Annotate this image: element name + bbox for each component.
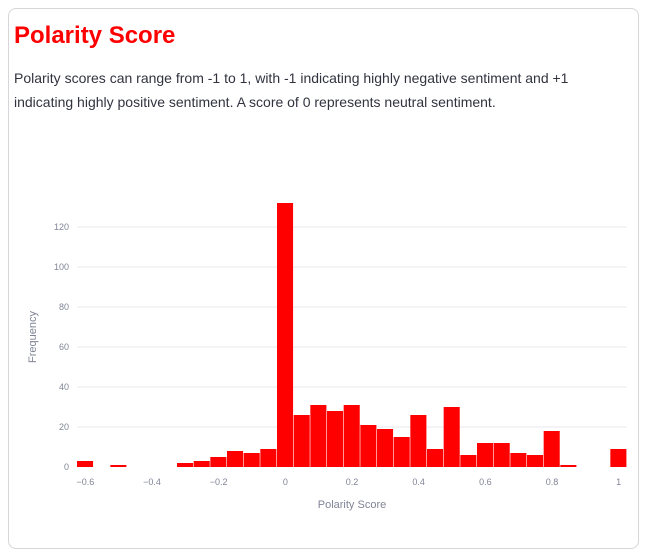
histogram-bar[interactable] bbox=[543, 431, 560, 467]
y-tick-label: 80 bbox=[59, 302, 69, 312]
histogram-bar[interactable] bbox=[260, 449, 277, 467]
x-tick-label: 0.6 bbox=[479, 477, 492, 487]
histogram-bar[interactable] bbox=[410, 415, 427, 467]
histogram-bar[interactable] bbox=[293, 415, 310, 467]
y-tick-labels: 0 20 40 60 80 100 120 bbox=[54, 222, 69, 472]
x-axis-title: Polarity Score bbox=[318, 499, 386, 511]
histogram-bar[interactable] bbox=[493, 443, 510, 467]
histogram-bar[interactable] bbox=[227, 451, 244, 467]
x-tick-label: 0.2 bbox=[346, 477, 359, 487]
histogram-bar[interactable] bbox=[610, 449, 627, 467]
histogram-bar[interactable] bbox=[377, 429, 394, 467]
histogram-bar[interactable] bbox=[210, 457, 227, 467]
description-text: Polarity scores can range from -1 to 1, … bbox=[14, 70, 569, 110]
histogram-bar[interactable] bbox=[277, 203, 294, 467]
histogram-bar[interactable] bbox=[327, 411, 344, 467]
x-tick-label: 0.8 bbox=[546, 477, 559, 487]
grid-lines bbox=[77, 226, 627, 428]
x-tick-label: 0.4 bbox=[412, 477, 425, 487]
histogram-bar[interactable] bbox=[427, 449, 444, 467]
histogram-bar[interactable] bbox=[343, 405, 360, 467]
y-tick-label: 20 bbox=[59, 422, 69, 432]
x-tick-label: −0.6 bbox=[76, 477, 94, 487]
histogram-bar[interactable] bbox=[527, 455, 544, 467]
x-tick-label: −0.2 bbox=[210, 477, 228, 487]
y-tick-label: 120 bbox=[54, 222, 69, 232]
histogram-bar[interactable] bbox=[360, 425, 377, 467]
x-tick-label: 1 bbox=[616, 477, 621, 487]
histogram-bar[interactable] bbox=[77, 461, 94, 467]
histogram-bar[interactable] bbox=[560, 465, 577, 467]
histogram-bar[interactable] bbox=[177, 463, 194, 467]
bars bbox=[77, 203, 627, 467]
histogram-bar[interactable] bbox=[110, 465, 127, 467]
x-tick-labels: −0.6 −0.4 −0.2 0 0.2 0.4 0.6 0.8 1 bbox=[76, 477, 621, 487]
y-tick-label: 60 bbox=[59, 342, 69, 352]
histogram-bar[interactable] bbox=[460, 455, 477, 467]
histogram-bar[interactable] bbox=[393, 437, 410, 467]
y-tick-label: 0 bbox=[64, 462, 69, 472]
page-title: Polarity Score bbox=[14, 22, 176, 49]
histogram-bar[interactable] bbox=[243, 453, 260, 467]
histogram-bar[interactable] bbox=[310, 405, 327, 467]
histogram-bar[interactable] bbox=[477, 443, 494, 467]
histogram-bar[interactable] bbox=[193, 461, 210, 467]
y-tick-label: 100 bbox=[54, 262, 69, 272]
y-axis-title: Frequency bbox=[27, 311, 39, 363]
x-tick-label: −0.4 bbox=[143, 477, 161, 487]
histogram-bar[interactable] bbox=[510, 453, 527, 467]
y-tick-label: 40 bbox=[59, 382, 69, 392]
histogram-bar[interactable] bbox=[443, 407, 460, 467]
x-tick-label: 0 bbox=[283, 477, 288, 487]
